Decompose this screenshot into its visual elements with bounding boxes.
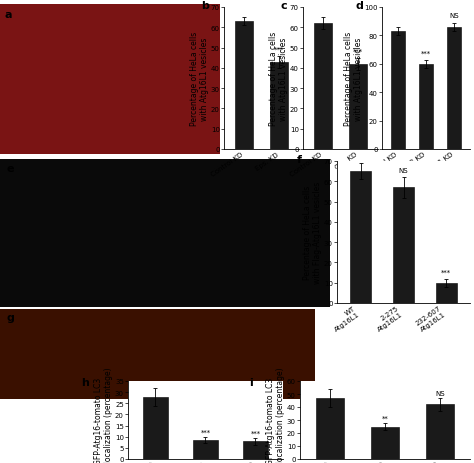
Bar (447, 28, 462, 150)
Text: NS: NS (399, 168, 408, 174)
Text: f: f (297, 155, 302, 164)
Y-axis label: GFP-Atg16-tomato LC3
co-localization (percentage): GFP-Atg16-tomato LC3 co-localization (pe… (94, 366, 113, 463)
Text: d: d (356, 1, 364, 11)
Text: **: ** (382, 414, 388, 420)
Text: ***: *** (353, 48, 364, 54)
Y-axis label: Percentage of HeLa cells
with Atg16L1 vesicles: Percentage of HeLa cells with Atg16L1 ve… (269, 32, 289, 126)
Text: ***: *** (274, 46, 284, 52)
Text: ***: *** (250, 430, 261, 436)
Text: NS: NS (449, 13, 459, 19)
Text: g: g (6, 312, 14, 322)
Text: ***: *** (421, 50, 431, 56)
Bar (393, 188, 414, 303)
Text: NS: NS (435, 390, 445, 396)
Bar (391, 32, 405, 150)
Y-axis label: GFP-Atg16-tomato LC3
co-localization (percentage): GFP-Atg16-tomato LC3 co-localization (pe… (266, 366, 285, 463)
Text: ***: *** (201, 428, 210, 434)
Bar (371, 426, 399, 459)
Bar (314, 24, 332, 150)
Bar (436, 283, 457, 303)
Bar (317, 398, 344, 459)
Bar (193, 440, 218, 459)
Y-axis label: Percentage of HeLa cells
with Atg16L1 vesicles: Percentage of HeLa cells with Atg16L1 ve… (190, 32, 210, 126)
Text: i: i (249, 377, 253, 387)
Text: b: b (201, 1, 210, 11)
Bar (350, 172, 371, 303)
Text: h: h (82, 377, 90, 387)
Bar (349, 65, 367, 150)
Bar (426, 405, 454, 459)
Bar (243, 441, 268, 459)
Bar (143, 397, 168, 459)
Text: e: e (7, 164, 14, 174)
Y-axis label: Percentage of HeLa cells
with Atg16L1 vesicles: Percentage of HeLa cells with Atg16L1 ve… (344, 32, 363, 126)
Y-axis label: Percentage of HeLa cells
with Flag-Atg16L1 vesicles: Percentage of HeLa cells with Flag-Atg16… (303, 181, 322, 283)
Text: c: c (281, 1, 287, 11)
Bar (419, 65, 433, 150)
Bar (271, 63, 288, 150)
Text: ***: *** (441, 269, 451, 275)
Text: a: a (4, 9, 12, 19)
Bar (235, 22, 253, 150)
